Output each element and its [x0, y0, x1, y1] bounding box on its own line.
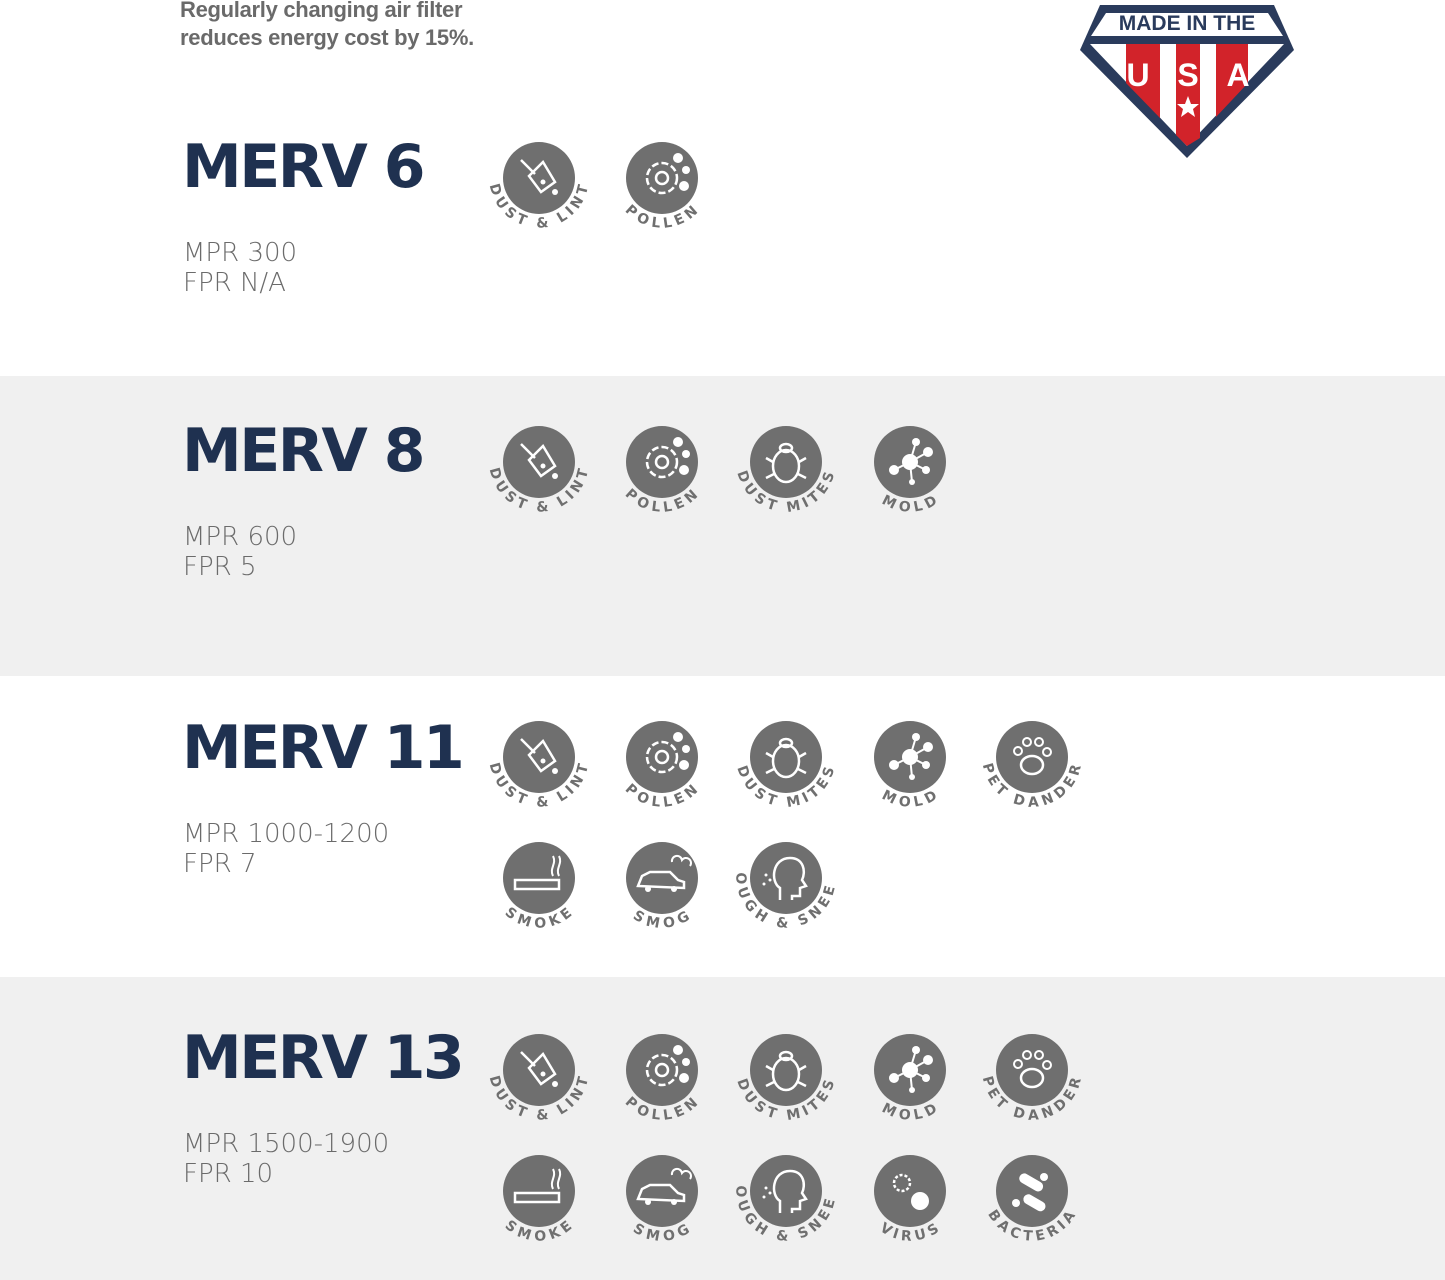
merv13-background — [0, 977, 1445, 1280]
cough-sneeze-icon: COUGH & SNEEZE — [732, 1155, 838, 1245]
pet-dander-icon: PET DANDER — [979, 721, 1084, 811]
pollen-icon: POLLEN — [622, 1034, 701, 1124]
svg-text:A: A — [1226, 57, 1249, 93]
fpr-rating: FPR 5 — [183, 552, 257, 582]
mold-label: MOLD — [879, 787, 941, 811]
filter-title: MERV 8 — [182, 416, 425, 486]
filter-title: MERV 6 — [182, 132, 425, 202]
pollen-icon: POLLEN — [622, 142, 701, 232]
cough-sneeze-icon: COUGH & SNEEZE — [732, 842, 838, 932]
filter-title: MERV 13 — [182, 1023, 465, 1093]
filter-specs: MPR 600 FPR 5 — [183, 522, 297, 582]
smog-icon: SMOG — [626, 842, 698, 932]
smoke-icon: SMOKE — [502, 842, 575, 932]
filter-specs: MPR 1000-1200 FPR 7 — [183, 819, 389, 879]
dust-lint-icon: DUST & LINT — [486, 426, 591, 516]
smoke-icon: SMOKE — [502, 1155, 575, 1245]
fpr-rating: FPR 7 — [183, 849, 257, 879]
filter-specs: MPR 300 FPR N/A — [183, 238, 297, 298]
merv8-background — [0, 376, 1445, 676]
made-in-usa-badge: MADE IN THE U S A — [1080, 5, 1294, 158]
intro-line2: reduces energy cost by 15%. — [180, 25, 474, 50]
dust-lint-icon: DUST & LINT — [486, 142, 591, 232]
star-icon — [1177, 96, 1199, 117]
bacteria-icon: BACTERIA — [984, 1155, 1078, 1245]
fpr-rating: FPR 10 — [183, 1159, 274, 1189]
filter-specs: MPR 1500-1900 FPR 10 — [183, 1129, 389, 1189]
dust-lint-icon: DUST & LINT — [486, 721, 591, 811]
mpr-rating: MPR 1500-1900 — [183, 1129, 390, 1159]
smog-icon: SMOG — [626, 1155, 698, 1245]
pollen-icon: POLLEN — [622, 426, 701, 516]
mold-icon: MOLD — [874, 721, 946, 811]
dust-mites-icon: DUST MITES — [733, 721, 837, 811]
mold-icon: MOLD — [874, 1034, 946, 1124]
mold-label: MOLD — [879, 492, 941, 516]
dust-mites-icon: DUST MITES — [733, 426, 837, 516]
pet-dander-icon: PET DANDER — [979, 1034, 1084, 1124]
intro-text: Regularly changing air filter reduces en… — [180, 0, 474, 52]
virus-icon: VIRUS — [874, 1155, 946, 1245]
fpr-rating: FPR N/A — [183, 268, 286, 298]
mpr-rating: MPR 1000-1200 — [183, 819, 390, 849]
intro-line1: Regularly changing air filter — [180, 0, 463, 22]
pollen-icon: POLLEN — [622, 721, 701, 811]
filter-title: MERV 11 — [182, 713, 465, 783]
mold-icon: MOLD — [874, 426, 946, 516]
dust-lint-icon: DUST & LINT — [486, 1034, 591, 1124]
mold-label: MOLD — [879, 1100, 941, 1124]
svg-text:S: S — [1177, 57, 1198, 93]
svg-text:MADE IN THE: MADE IN THE — [1119, 12, 1256, 35]
mpr-rating: MPR 600 — [183, 522, 298, 552]
dust-mites-icon: DUST MITES — [733, 1034, 837, 1124]
mpr-rating: MPR 300 — [183, 238, 298, 268]
svg-text:U: U — [1126, 57, 1149, 93]
